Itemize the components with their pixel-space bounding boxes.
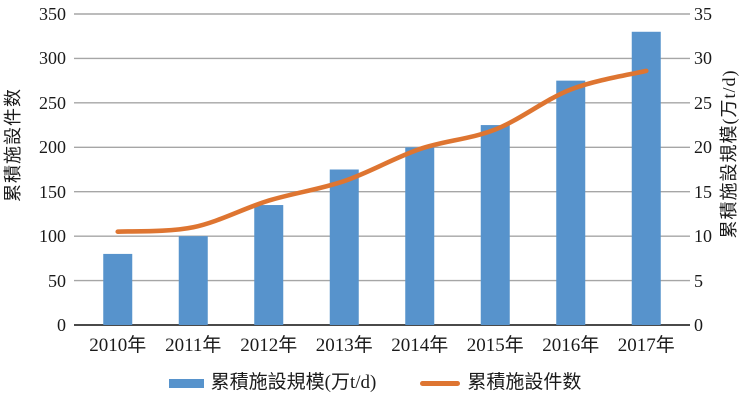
right-axis-tick-label: 35 [694, 4, 712, 24]
bar-2014年 [405, 147, 435, 325]
bar-2011年 [178, 236, 208, 325]
x-axis-label: 2012年 [240, 335, 298, 356]
left-axis-tick-label: 200 [39, 137, 66, 158]
right-axis-tick-label: 30 [694, 48, 712, 69]
right-axis-tick-label: 0 [694, 315, 703, 335]
bar-2010年 [103, 253, 133, 325]
bar-2015年 [480, 125, 510, 325]
x-axis-label: 2010年 [89, 335, 147, 356]
left-axis-tick-label: 0 [57, 315, 66, 335]
left-axis-tick-label: 300 [39, 48, 66, 69]
left-axis-tick-label: 350 [39, 4, 66, 24]
right-axis-tick-label: 15 [694, 181, 712, 202]
x-axis-label: 2011年 [165, 335, 222, 356]
x-axis-label: 2016年 [542, 335, 600, 356]
left-axis-tick-label: 100 [39, 226, 66, 247]
legend-line-label: 累積施設件数 [467, 372, 582, 393]
legend: 累積施設規模(万t/d) 累積施設件数 [0, 370, 750, 396]
bar-2016年 [556, 80, 586, 326]
bar-2013年 [329, 169, 359, 325]
x-axis-label: 2014年 [391, 335, 449, 356]
x-axis-label: 2017年 [617, 335, 675, 356]
right-axis-tick-label: 25 [694, 92, 712, 113]
legend-item-scale: 累積施設規模(万t/d) [168, 371, 377, 395]
right-axis-title: 累積施設規模(万t/d) [719, 69, 739, 239]
x-axis-label: 2013年 [315, 335, 373, 356]
x-axis-label: 2015年 [466, 335, 524, 356]
right-axis-tick-label: 5 [694, 270, 703, 291]
bar-2017年 [631, 31, 661, 326]
line-series-path [115, 68, 649, 234]
left-axis-tick-label: 50 [48, 270, 66, 291]
left-axis-tick-label: 150 [39, 181, 66, 202]
right-axis-tick-label: 10 [694, 226, 712, 247]
legend-bar-swatch [168, 378, 204, 388]
legend-line-swatch [420, 380, 461, 386]
left-axis-title: 累積施設件数 [3, 88, 23, 202]
right-axis-tick-label: 20 [694, 137, 712, 158]
legend-item-count: 累積施設件数 [420, 371, 581, 395]
legend-bar-label: 累積施設規模(万t/d) [210, 372, 377, 393]
bar-2012年 [254, 205, 284, 325]
left-axis-tick-label: 250 [39, 92, 66, 113]
